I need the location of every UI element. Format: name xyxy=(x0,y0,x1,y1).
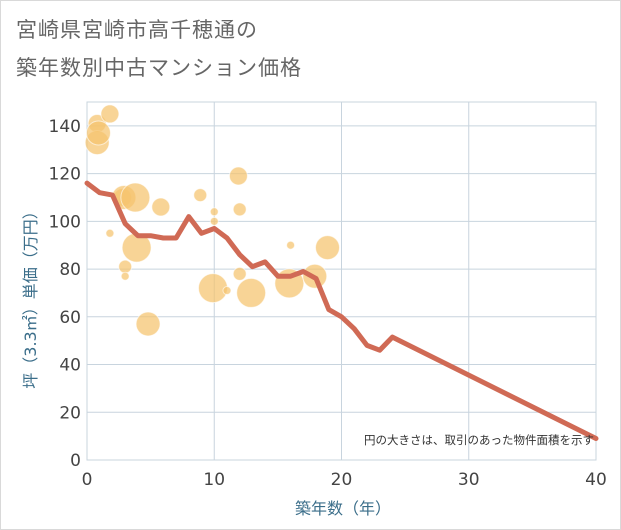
chart-title-line-2: 築年数別中古マンション価格 xyxy=(16,56,302,80)
grid xyxy=(86,101,597,461)
bubble-point xyxy=(135,311,161,337)
bubble-point xyxy=(120,182,151,213)
y-tick-label: 60 xyxy=(59,308,81,328)
x-tick-label: 0 xyxy=(82,470,93,490)
bubble-point xyxy=(286,240,296,250)
bubble-point xyxy=(209,216,219,226)
bubble-point xyxy=(118,259,133,274)
bubble-point xyxy=(232,202,247,217)
y-tick-label: 140 xyxy=(49,117,81,137)
bubble-point xyxy=(85,120,111,146)
y-tick-label: 40 xyxy=(59,356,81,376)
bubble-point xyxy=(105,228,115,238)
y-tick-label: 100 xyxy=(49,212,81,232)
bubble-point xyxy=(209,207,219,217)
x-axis-label: 築年数（年） xyxy=(295,499,391,518)
bubble-point xyxy=(315,235,341,261)
x-tick-label: 10 xyxy=(203,470,225,490)
bubble-size-note: 円の大きさは、取引のあった物件面積を示す xyxy=(364,433,594,447)
y-tick-label: 120 xyxy=(49,165,81,185)
y-axis-label: 坪（3.3㎡）単価（万円） xyxy=(21,203,40,388)
bubble-point xyxy=(197,273,228,304)
bubble-point xyxy=(222,286,232,296)
y-tick-label: 20 xyxy=(59,403,81,423)
y-tick-label: 80 xyxy=(59,260,81,280)
x-tick-label: 30 xyxy=(458,470,480,490)
bubble-point xyxy=(100,104,120,124)
bubble-point xyxy=(236,277,267,308)
bubble-point xyxy=(151,197,171,217)
bubble-point xyxy=(193,188,208,203)
bubble-point xyxy=(232,266,247,281)
y-tick-label: 0 xyxy=(70,451,81,471)
bubble-point xyxy=(228,166,248,186)
bubble-point xyxy=(120,271,130,281)
x-tick-label: 20 xyxy=(331,470,353,490)
x-tick-label: 40 xyxy=(585,470,607,490)
chart-title-line-1: 宮崎県宮崎市高千穂通の xyxy=(16,18,258,42)
average-price-line xyxy=(84,180,599,441)
tick-labels: 0 20 40 60 80 100 120 140 0 10 20 30 40 xyxy=(49,117,607,490)
